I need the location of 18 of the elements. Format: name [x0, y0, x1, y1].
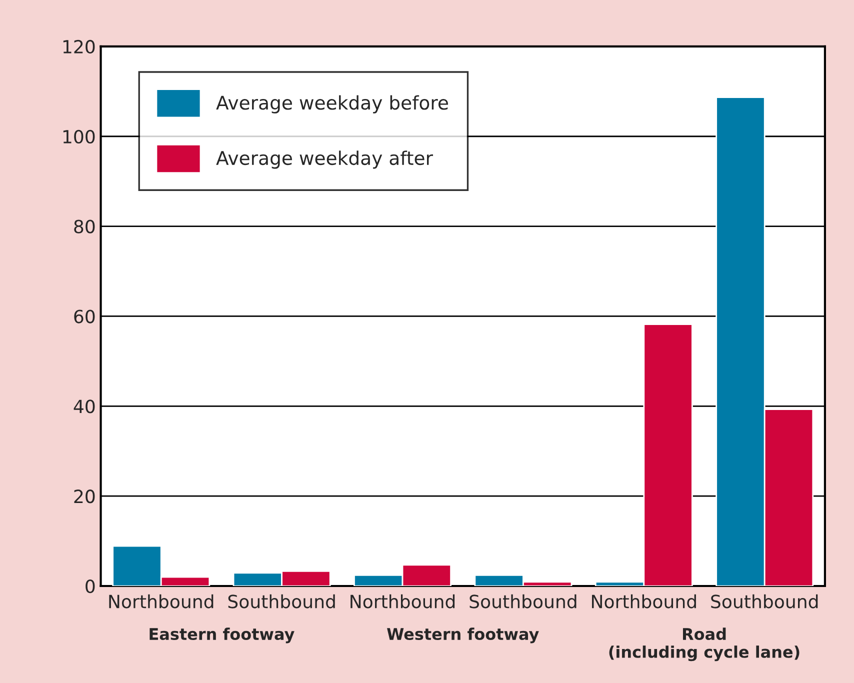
x-tick-label: Northbound: [109, 594, 214, 608]
x-tick-label: Southbound: [470, 594, 576, 608]
y-tick-label: 20: [74, 490, 95, 504]
y-tick-label: 60: [74, 310, 95, 324]
text: Eastern footway: [150, 628, 294, 644]
y-tick-label: 80: [74, 220, 95, 234]
y-tick-label: 100: [63, 130, 95, 144]
x-tick-label: Southbound: [711, 594, 818, 608]
legend-label: Average weekday after: [216, 150, 434, 169]
y-tick-label: 120: [63, 40, 95, 54]
x-tick-label: Southbound: [228, 594, 335, 608]
x-tick-label: Northbound: [592, 594, 696, 608]
y-tick-label: 0: [86, 579, 95, 594]
text: Road (including cycle lane): [609, 628, 800, 662]
text: Western footway: [387, 628, 539, 644]
y-tick-label: 40: [74, 400, 95, 414]
x-tick-label: Northbound: [350, 594, 455, 608]
legend-label: Average weekday before: [216, 95, 448, 114]
